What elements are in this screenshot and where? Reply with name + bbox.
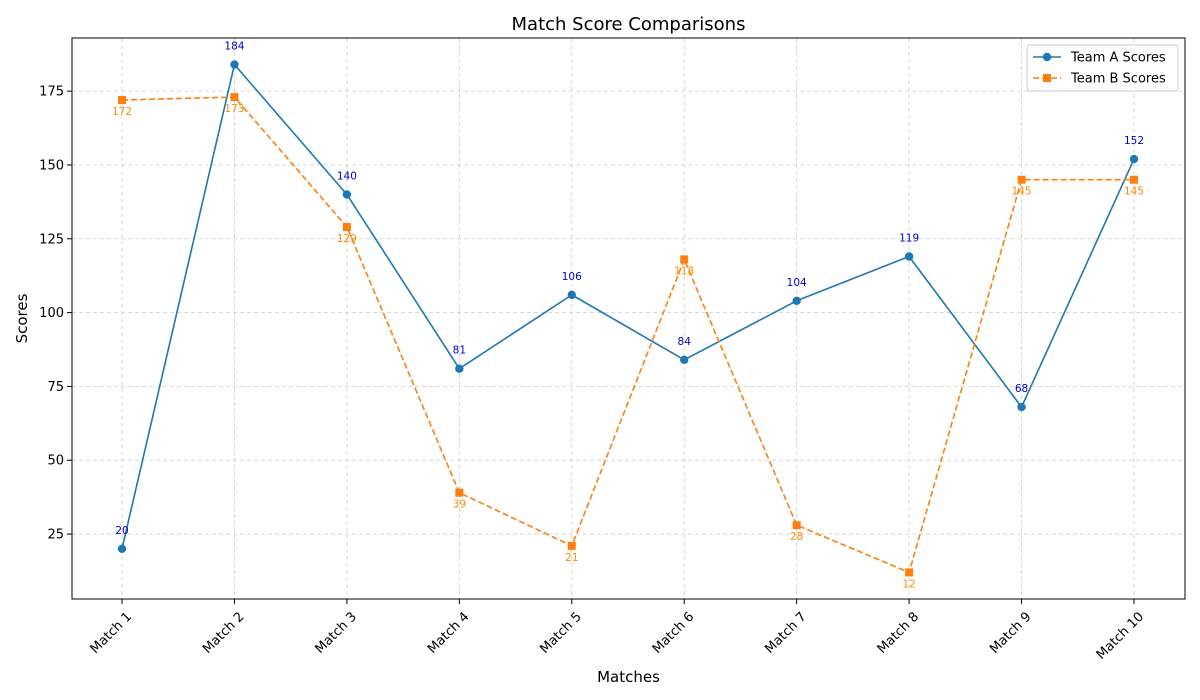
x-tick-label: Match 7 — [762, 609, 809, 656]
legend-swatch-marker — [1043, 74, 1051, 82]
y-tick-label: 75 — [47, 380, 64, 395]
plot-frame — [71, 37, 1186, 600]
series-2-data-label: 39 — [453, 499, 466, 511]
series-1-data-label: 104 — [787, 277, 807, 289]
y-axis-label: Scores — [13, 293, 31, 343]
series-2-point — [1130, 175, 1138, 184]
series-1-data-label: 140 — [337, 170, 357, 182]
series-2-data-label: 21 — [565, 552, 578, 564]
series-1-data-label: 81 — [453, 345, 466, 357]
series-1-point — [117, 544, 127, 554]
y-tick-label: 25 — [47, 528, 64, 543]
series-2-data-label: 129 — [337, 233, 357, 245]
y-tick-label: 125 — [39, 232, 64, 247]
ticks-layer: Match 1 Match 2 Match 3 Match 4 Match 5 Match… — [39, 85, 1147, 663]
series-2-data-label: 145 — [1124, 186, 1144, 198]
series-2-point — [455, 488, 464, 497]
legend: Team A Scores Team B Scores — [1026, 44, 1179, 92]
y-tick-label: 175 — [39, 85, 64, 100]
series-2-data-label: 145 — [1012, 186, 1032, 198]
chart-title: Match Score Comparisons — [512, 14, 746, 35]
series-1-point — [342, 190, 352, 199]
x-tick-label: Match 6 — [650, 609, 697, 656]
series-2-data-label: 172 — [112, 106, 132, 118]
x-tick-label: Match 2 — [200, 609, 247, 656]
series-1-point — [455, 364, 464, 373]
series-1-point — [792, 296, 801, 305]
y-tick-label: 50 — [47, 454, 64, 469]
legend-label: Team B Scores — [1070, 72, 1166, 87]
legend-label: Team A Scores — [1070, 51, 1166, 66]
series-1-data-label: 184 — [224, 41, 244, 53]
series-1-data-label: 20 — [115, 525, 128, 537]
series-2-point — [680, 255, 689, 264]
series-layer — [117, 60, 1139, 577]
data-labels-layer: 20 184 140 81 106 84 104 119 68 152 172 173 129 39 21 1… — [112, 41, 1144, 591]
series-1-line — [121, 63, 1135, 549]
x-tick-label: Match 1 — [88, 609, 135, 656]
series-1-data-label: 68 — [1015, 383, 1028, 395]
series-1-point — [680, 355, 689, 365]
x-tick-label: Match 8 — [875, 609, 922, 656]
x-tick-label: Match 5 — [537, 609, 584, 656]
x-tick-label: Match 3 — [313, 609, 360, 656]
series-1-point — [1017, 402, 1026, 412]
series-1-data-label: 84 — [678, 336, 692, 348]
series-2-data-label: 28 — [790, 531, 803, 543]
x-tick-label: Match 9 — [987, 609, 1034, 656]
series-2-data-label: 173 — [224, 103, 244, 115]
x-tick-label: Match 4 — [425, 609, 472, 656]
series-2-point — [1017, 175, 1026, 184]
series-1-point — [567, 290, 576, 300]
series-2-point — [118, 96, 126, 105]
x-axis-label: Matches — [597, 668, 660, 686]
y-tick-label: 100 — [39, 306, 64, 321]
series-1-data-label: 119 — [899, 232, 919, 244]
series-2-line — [121, 96, 1134, 574]
grid-layer — [72, 38, 1185, 599]
series-2-data-label: 12 — [902, 578, 915, 590]
series-2-point — [567, 541, 576, 550]
series-1-data-label: 106 — [562, 271, 582, 283]
series-1-point — [904, 252, 914, 261]
series-2-point — [230, 93, 239, 102]
series-1-point — [1129, 154, 1139, 164]
series-2-point — [792, 521, 801, 530]
series-1-data-label: 152 — [1124, 135, 1144, 147]
series-2-data-label: 118 — [674, 265, 694, 277]
series-1-point — [230, 60, 239, 69]
y-tick-label: 150 — [39, 158, 64, 173]
legend-swatch-marker — [1042, 52, 1052, 62]
series-2-point — [342, 222, 351, 231]
series-2-point — [905, 568, 914, 577]
x-tick-label: Match 10 — [1094, 609, 1147, 662]
legend-box — [1026, 44, 1179, 92]
